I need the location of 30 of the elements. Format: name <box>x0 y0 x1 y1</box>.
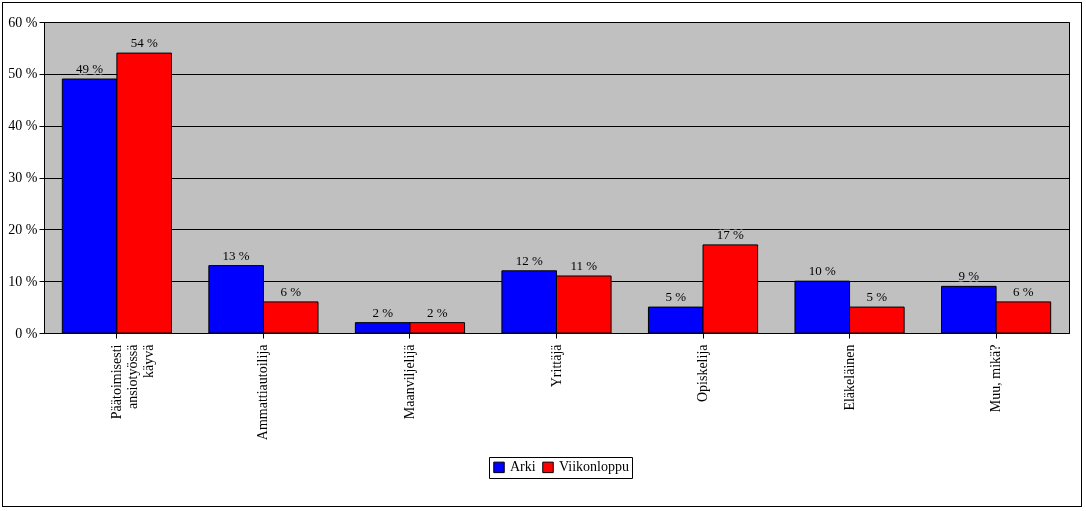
y-tick-label: 20 % <box>8 221 38 237</box>
data-label: 49 % <box>76 61 104 77</box>
data-label: 13 % <box>222 247 250 263</box>
y-tick-label: 10 % <box>8 273 38 289</box>
data-label: 6 % <box>1013 283 1034 299</box>
y-tick-label: 40 % <box>8 118 38 134</box>
data-label: 12 % <box>515 252 543 268</box>
x-tick-label: Maanviljelijä <box>401 343 417 420</box>
data-label: 54 % <box>130 35 158 51</box>
data-label: 10 % <box>808 263 836 279</box>
x-tick-label: Ammattiautoilija <box>255 343 271 441</box>
x-tick-label: Päätoimisesti ansiotyössä käyvä <box>108 343 156 420</box>
y-tick-label: 60 % <box>8 14 38 30</box>
data-label: 9 % <box>958 268 980 284</box>
x-tick-label: Muu, mikä? <box>988 344 1004 413</box>
data-label: 2 % <box>426 304 448 320</box>
data-label: 17 % <box>716 226 745 242</box>
data-label: 5 % <box>866 289 888 305</box>
y-tick-label: 50 % <box>8 66 38 82</box>
data-label: 11 % <box>570 257 598 273</box>
data-label: 6 % <box>280 283 302 299</box>
y-tick-label: 0 % <box>15 325 38 341</box>
data-label: 5 % <box>665 289 687 305</box>
data-label: 2 % <box>372 304 394 320</box>
x-tick-label: Eläkeläinen <box>841 344 857 411</box>
x-tick-label: Opiskelija <box>695 343 711 403</box>
x-tick-label: Yrittäjä <box>548 343 564 388</box>
legend-label: Arki <box>510 459 536 475</box>
legend-label: Viikonloppu <box>559 459 629 475</box>
y-tick-label: 30 % <box>8 170 38 185</box>
